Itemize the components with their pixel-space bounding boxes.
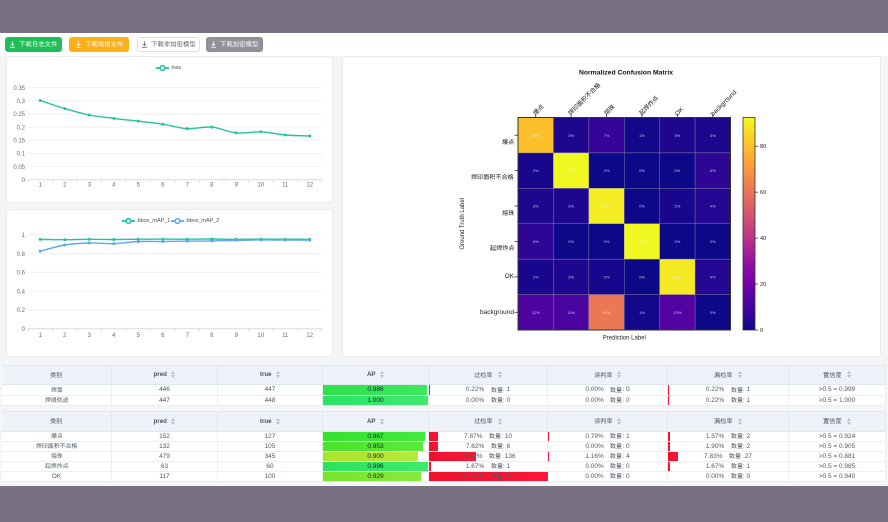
- svg-text:80: 80: [760, 144, 766, 150]
- svg-text:0%: 0%: [710, 239, 716, 244]
- svg-text:0%: 0%: [710, 310, 716, 315]
- svg-text:5: 5: [137, 333, 141, 339]
- svg-text:0%: 0%: [568, 239, 574, 244]
- svg-text:0.8: 0.8: [17, 252, 26, 258]
- svg-text:0: 0: [22, 178, 26, 184]
- svg-text:1: 1: [22, 233, 26, 239]
- svg-text:11: 11: [282, 183, 289, 189]
- svg-text:3%: 3%: [568, 133, 574, 138]
- svg-text:2: 2: [63, 333, 67, 339]
- svg-text:0: 0: [760, 328, 763, 334]
- svg-text:Prediction Label: Prediction Label: [603, 336, 646, 342]
- svg-text:1: 1: [39, 183, 43, 189]
- svg-text:0.4: 0.4: [17, 289, 26, 295]
- svg-text:6: 6: [161, 333, 165, 339]
- svg-text:80%: 80%: [532, 133, 540, 138]
- svg-text:92%: 92%: [638, 239, 646, 244]
- svg-text:2%: 2%: [604, 274, 610, 279]
- svg-text:4%: 4%: [710, 274, 716, 279]
- svg-text:0.1: 0.1: [17, 152, 26, 158]
- svg-text:5: 5: [137, 183, 141, 189]
- svg-text:3%: 3%: [533, 204, 539, 209]
- svg-text:6: 6: [161, 183, 165, 189]
- svg-text:4: 4: [112, 333, 116, 339]
- svg-text:0%: 0%: [674, 239, 680, 244]
- svg-text:10: 10: [257, 333, 264, 339]
- svg-text:8: 8: [210, 183, 214, 189]
- svg-text:0.2: 0.2: [17, 308, 26, 314]
- svg-text:61%: 61%: [603, 310, 611, 315]
- svg-text:2%: 2%: [533, 168, 539, 173]
- svg-text:2: 2: [63, 183, 67, 189]
- svg-text:6%: 6%: [710, 168, 716, 173]
- svg-text:Normalized Confusion Matrix: Normalized Confusion Matrix: [579, 70, 673, 77]
- svg-text:7: 7: [186, 183, 190, 189]
- svg-text:0: 0: [22, 327, 26, 333]
- svg-text:0.35: 0.35: [13, 86, 25, 92]
- svg-text:12%: 12%: [532, 310, 540, 315]
- svg-text:20: 20: [760, 282, 766, 288]
- svg-text:60: 60: [760, 190, 766, 196]
- svg-text:3: 3: [88, 333, 92, 339]
- svg-text:12: 12: [306, 333, 313, 339]
- svg-text:0%: 0%: [639, 204, 645, 209]
- svg-text:0.25: 0.25: [13, 112, 25, 118]
- svg-text:8: 8: [210, 333, 214, 339]
- svg-text:0.2: 0.2: [17, 125, 26, 131]
- svg-text:89%: 89%: [673, 274, 681, 279]
- svg-text:Ground Truth Label: Ground Truth Label: [460, 198, 466, 250]
- svg-text:3%: 3%: [568, 204, 574, 209]
- svg-text:12: 12: [306, 183, 313, 189]
- svg-text:0%: 0%: [639, 274, 645, 279]
- svg-text:0%: 0%: [604, 168, 610, 173]
- svg-text:7: 7: [186, 333, 190, 339]
- svg-text:3%: 3%: [674, 133, 680, 138]
- svg-text:2%: 2%: [533, 274, 539, 279]
- svg-text:2%: 2%: [674, 204, 680, 209]
- svg-text:0%: 0%: [674, 168, 680, 173]
- svg-text:40: 40: [760, 236, 766, 242]
- svg-text:1%: 1%: [639, 310, 645, 315]
- svg-text:6%: 6%: [533, 239, 539, 244]
- svg-text:3: 3: [88, 183, 92, 189]
- svg-text:9: 9: [235, 183, 239, 189]
- svg-text:11: 11: [282, 333, 289, 339]
- svg-text:92%: 92%: [567, 168, 575, 173]
- svg-text:13%: 13%: [673, 310, 681, 315]
- svg-text:0.6: 0.6: [17, 271, 26, 277]
- svg-text:9: 9: [235, 333, 239, 339]
- svg-text:0%: 0%: [639, 168, 645, 173]
- svg-text:0.3: 0.3: [17, 99, 26, 105]
- svg-text:7%: 7%: [604, 133, 610, 138]
- svg-text:0%: 0%: [604, 239, 610, 244]
- svg-text:0.15: 0.15: [13, 138, 25, 144]
- svg-text:3%: 3%: [710, 133, 716, 138]
- svg-text:4%: 4%: [710, 204, 716, 209]
- svg-text:0.05: 0.05: [13, 165, 25, 171]
- svg-text:1: 1: [39, 333, 43, 339]
- svg-text:1%: 1%: [639, 133, 645, 138]
- svg-text:10: 10: [257, 183, 264, 189]
- svg-text:11%: 11%: [567, 310, 575, 315]
- svg-text:90%: 90%: [603, 204, 611, 209]
- svg-text:3%: 3%: [568, 274, 574, 279]
- svg-text:4: 4: [112, 183, 116, 189]
